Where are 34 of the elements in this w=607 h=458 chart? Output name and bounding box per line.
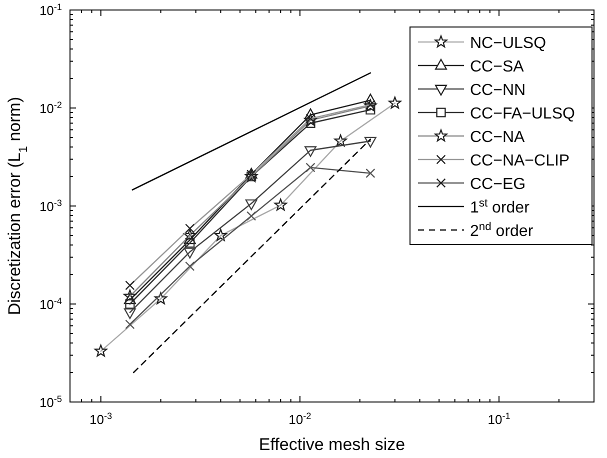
legend-label: CC−FA−ULSQ [470, 106, 575, 122]
legend-label: CC−NA [470, 129, 526, 146]
legend-label: 1$^{st}$ order [470, 198, 530, 216]
legend-label: 2$^{nd}$ order [470, 221, 534, 240]
x-tick-label: 10$^{-2}$ [288, 411, 312, 427]
point [125, 299, 135, 309]
point [124, 308, 136, 320]
legend-label: CC−SA [470, 58, 524, 76]
point [245, 199, 258, 210]
legend-label: CC−NA−CLIP [470, 152, 570, 170]
point [185, 261, 195, 272]
point [124, 293, 136, 304]
point [304, 108, 316, 120]
y-tick-label: 10$^{-3}$ [39, 198, 62, 214]
point [304, 146, 316, 157]
point [246, 211, 256, 221]
point [364, 94, 376, 104]
point [306, 162, 316, 172]
y-tick-label: 10$^{-5}$ [39, 394, 62, 410]
x-tick-label: 10$^{-1}$ [488, 411, 510, 427]
x-axis-title: Effective mesh size [258, 435, 406, 454]
y-tick-label: 10$^{-1}$ [39, 2, 62, 18]
point [185, 238, 195, 248]
legend-label: CC−EG [470, 176, 526, 193]
point [366, 168, 376, 178]
legend-label: CC−NN [470, 82, 526, 99]
x-tick-label: 10$^{-3}$ [90, 411, 112, 427]
point [184, 233, 196, 244]
y-tick-label: 10$^{-4}$ [39, 296, 62, 312]
y-tick-label: 10$^{-2}$ [39, 100, 62, 116]
point [364, 136, 376, 148]
legend-label: NC−ULSQ [470, 35, 546, 52]
point [184, 248, 196, 259]
point [125, 320, 135, 330]
